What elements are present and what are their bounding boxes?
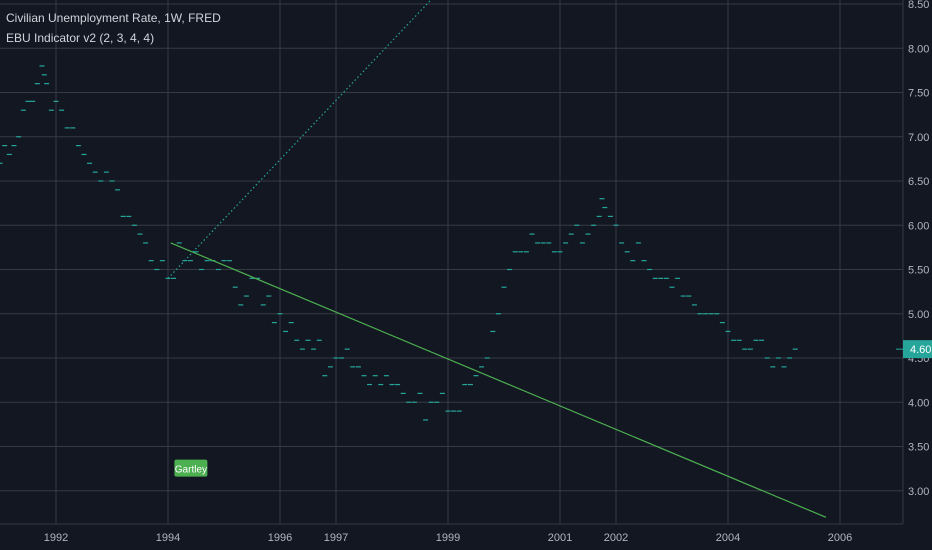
x-tick-label: 1997	[324, 532, 348, 544]
drawings-layer	[167, 0, 827, 518]
annotations-layer[interactable]: Gartley	[174, 459, 208, 477]
grid	[0, 0, 903, 524]
x-tick-label: 1996	[268, 532, 292, 544]
y-tick-label: 7.00	[908, 132, 929, 144]
x-tick-label: 1992	[44, 532, 68, 544]
last-price-marker: 4.60	[896, 340, 932, 359]
y-tick-label: 3.00	[908, 486, 929, 498]
x-axis-ticks: 1992 1994 1996 1997 1999 2001 2002 2004 2006	[44, 532, 852, 544]
x-tick-label: 1994	[156, 532, 180, 544]
y-tick-label: 8.00	[908, 43, 929, 55]
y-tick-label: 8.50	[908, 0, 929, 11]
gartley-label-text: Gartley	[175, 465, 207, 476]
indicator-label[interactable]: EBU Indicator v2 (2, 3, 4, 4)	[6, 31, 155, 45]
chart-title: Civilian Unemployment Rate, 1W, FRED	[6, 11, 221, 25]
gartley-label-bg	[174, 459, 208, 477]
trend-line[interactable]	[170, 242, 827, 518]
y-tick-label: 4.00	[908, 397, 929, 409]
y-tick-label: 6.50	[908, 176, 929, 188]
x-tick-label: 1999	[436, 532, 460, 544]
time-axis[interactable]	[0, 524, 932, 550]
last-price-label: 4.60	[910, 344, 931, 356]
y-tick-label: 3.50	[908, 442, 929, 454]
x-tick-label: 2004	[716, 532, 740, 544]
gartley-label[interactable]: Gartley	[174, 459, 208, 477]
y-tick-label: 7.50	[908, 88, 929, 100]
last-price-badge	[903, 340, 932, 359]
y-tick-label: 6.00	[908, 220, 929, 232]
x-tick-label: 2006	[828, 532, 852, 544]
dotted-trend-line[interactable]	[167, 0, 432, 279]
price-axis[interactable]	[903, 0, 932, 524]
x-tick-label: 2001	[548, 532, 572, 544]
unemployment-series	[0, 65, 798, 421]
y-tick-label: 5.50	[908, 265, 929, 277]
x-tick-label: 2002	[604, 532, 628, 544]
y-tick-label: 5.00	[908, 309, 929, 321]
